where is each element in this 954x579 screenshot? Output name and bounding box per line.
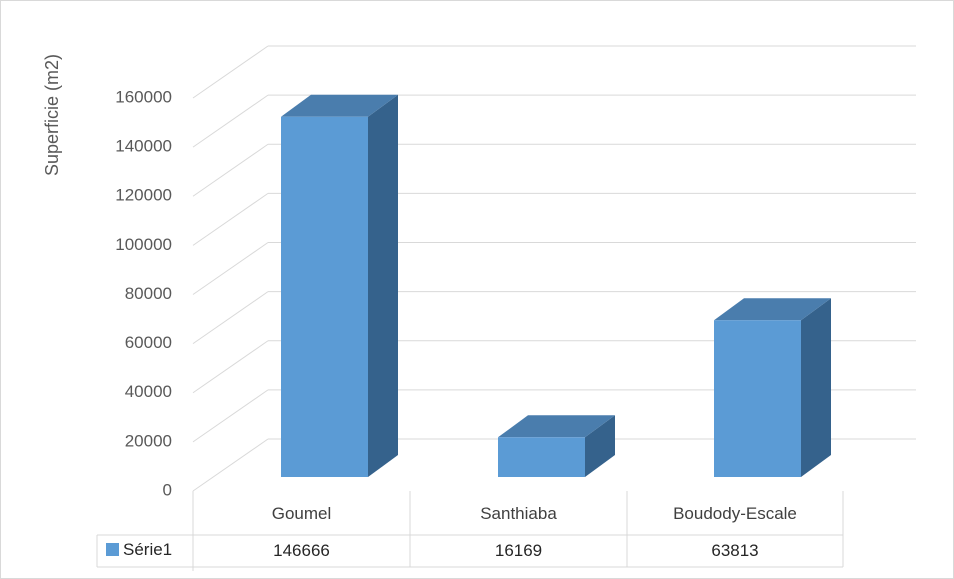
- side-gridline: [192, 291, 269, 345]
- bar-santhiaba: [498, 415, 615, 477]
- y-tick-label: 20000: [125, 431, 172, 450]
- y-tick-label: 100000: [115, 235, 172, 254]
- bar-top-face: [714, 298, 831, 321]
- data-table: Goumel Santhiaba Boudody-Escale Série1 14666…: [96, 491, 844, 568]
- bar-side-face: [368, 94, 398, 477]
- y-axis-title: Superficie (m2): [42, 54, 62, 176]
- side-gridline: [192, 94, 269, 148]
- data-value-label: 63813: [711, 541, 758, 560]
- category-label: Santhiaba: [480, 504, 557, 523]
- category-label: Goumel: [272, 504, 332, 523]
- y-axis-ticks: 0 20000 40000 60000 80000 100000 120000 140000 1…: [115, 87, 172, 499]
- side-gridline: [192, 340, 269, 394]
- y-tick-label: 40000: [125, 382, 172, 401]
- y-tick-label: 160000: [115, 87, 172, 106]
- legend-series-name: Série1: [123, 540, 172, 559]
- bar-goumel: [281, 94, 398, 477]
- side-gridline: [192, 242, 269, 295]
- legend-key: [106, 543, 119, 556]
- data-value-label: 16169: [495, 541, 542, 560]
- bars: [281, 94, 831, 477]
- bar-boudody-escale: [714, 298, 831, 477]
- side-gridline: [192, 192, 269, 246]
- data-value-label: 146666: [273, 541, 330, 560]
- bar-side-face: [801, 298, 831, 477]
- side-gridline: [192, 438, 269, 492]
- bar-front-face: [498, 437, 585, 477]
- y-tick-label: 140000: [115, 137, 172, 156]
- bar-top-face: [281, 94, 398, 117]
- y-tick-label: 80000: [125, 284, 172, 303]
- category-label: Boudody-Escale: [673, 504, 797, 523]
- bar-top-face: [498, 415, 615, 438]
- side-gridline: [192, 389, 269, 443]
- y-tick-label: 60000: [125, 333, 172, 352]
- bar-front-face: [714, 320, 801, 477]
- y-tick-label: 120000: [115, 186, 172, 205]
- side-gridline: [192, 143, 269, 197]
- bar-side-face: [585, 415, 615, 477]
- y-tick-label: 0: [163, 480, 172, 499]
- side-gridline: [192, 45, 269, 99]
- bar-front-face: [281, 116, 368, 477]
